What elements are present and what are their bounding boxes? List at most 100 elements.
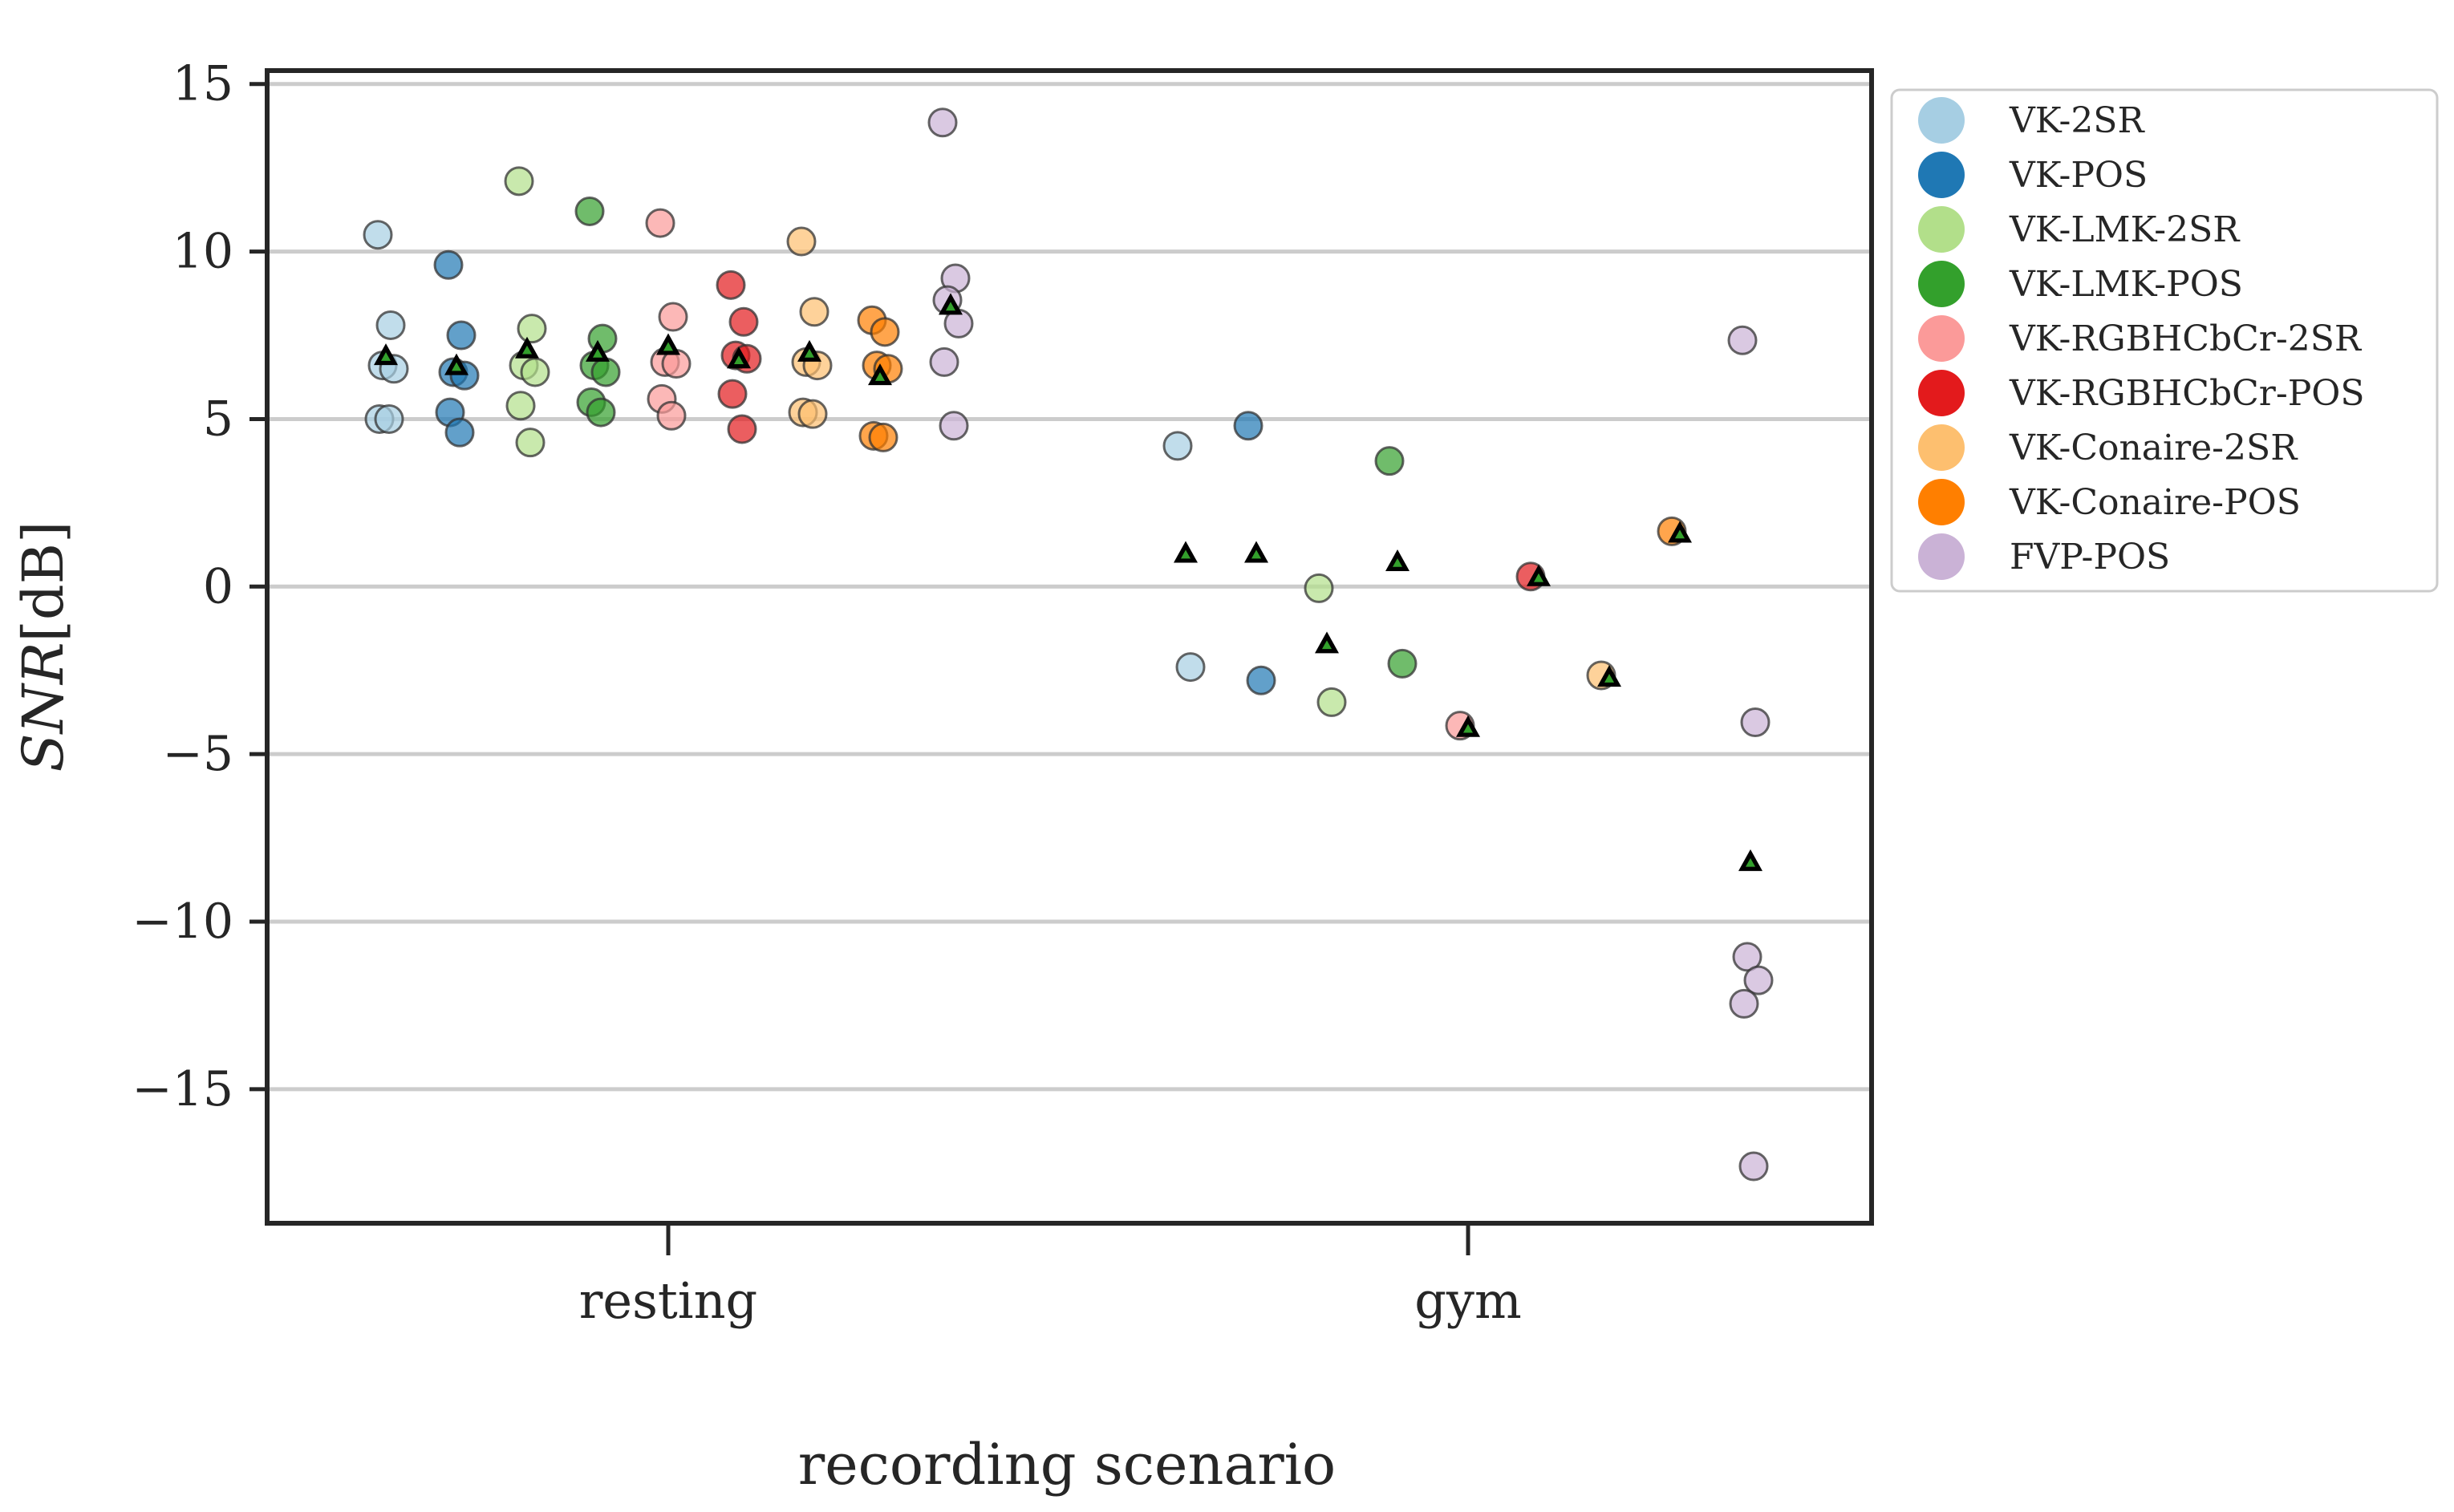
mean-marker — [875, 372, 885, 381]
data-point — [797, 399, 828, 429]
y-tick-label: 5 — [203, 391, 233, 447]
data-point — [656, 400, 687, 431]
data-point — [1727, 325, 1758, 355]
data-point — [929, 347, 959, 377]
legend-marker — [1918, 152, 1965, 198]
y-tick-label: −10 — [132, 894, 233, 950]
legend-label: VK-RGBHCbCr-POS — [2009, 373, 2365, 414]
mean-markers — [374, 293, 1762, 871]
data-point — [574, 196, 605, 226]
data-point — [520, 357, 550, 387]
mean-marker — [663, 342, 673, 351]
legend-items: VK-2SR VK-POS VK-LMK-2SR VK-LMK-POS VK-RGBHC… — [1918, 97, 2365, 580]
data-point — [590, 357, 621, 387]
x-axis-title: recording scenario — [798, 1432, 1336, 1498]
data-point — [870, 317, 900, 347]
data-point — [363, 220, 393, 250]
data-point — [505, 391, 536, 421]
data-point — [1374, 446, 1405, 476]
x-axis-ticks: resting gym — [579, 1223, 1522, 1330]
data-point — [375, 310, 406, 340]
legend-label: VK-Conaire-2SR — [2009, 428, 2298, 468]
x-tick-label-gym: gym — [1414, 1271, 1522, 1330]
legend-marker — [1918, 206, 1965, 253]
data-point — [374, 403, 404, 434]
data-point — [1740, 707, 1771, 737]
data-point — [728, 306, 759, 337]
y-tick-label: −5 — [163, 726, 233, 782]
data-point — [1233, 411, 1264, 441]
y-axis-ticks: 15 10 5 0 −5 −10 −15 — [132, 56, 267, 1117]
mean-marker — [1675, 529, 1685, 539]
mean-marker — [1181, 549, 1190, 559]
mean-marker — [1251, 549, 1261, 559]
data-point — [1316, 687, 1347, 717]
legend-frame — [1890, 88, 2439, 593]
data-point — [1246, 665, 1276, 695]
mean-marker — [1463, 724, 1473, 733]
y-axis-symbol: SNR — [10, 642, 76, 772]
data-point — [716, 270, 746, 300]
y-tick-label: −15 — [132, 1061, 233, 1117]
legend-label: VK-LMK-POS — [2009, 264, 2243, 305]
mean-marker — [1534, 573, 1543, 582]
data-point — [727, 414, 757, 444]
mean-marker — [1746, 857, 1755, 867]
legend-marker — [1918, 533, 1965, 580]
legend-label: VK-Conaire-POS — [2009, 482, 2301, 523]
data-point — [504, 166, 534, 197]
data-point — [586, 397, 616, 428]
mean-marker — [734, 355, 744, 365]
mean-marker — [381, 352, 391, 361]
y-tick-label: 15 — [172, 56, 233, 112]
mean-marker — [805, 348, 814, 358]
data-points — [363, 107, 1774, 1182]
legend-label: VK-LMK-2SR — [2009, 209, 2241, 250]
data-point — [1738, 1151, 1769, 1182]
data-point — [645, 208, 675, 238]
y-tick-label: 0 — [203, 558, 233, 614]
data-point — [1304, 573, 1334, 603]
legend-label: VK-2SR — [2009, 100, 2145, 141]
legend-marker — [1918, 97, 1965, 144]
legend-marker — [1918, 479, 1965, 525]
data-point — [868, 422, 898, 452]
data-point — [587, 323, 618, 354]
data-point — [927, 107, 958, 138]
x-tick-label-resting: resting — [579, 1271, 758, 1330]
data-point — [786, 226, 817, 257]
data-point — [1387, 648, 1418, 679]
data-point — [1162, 431, 1193, 461]
data-point — [433, 249, 464, 280]
data-point — [799, 297, 829, 327]
mean-marker — [1393, 557, 1402, 567]
legend-marker — [1918, 370, 1965, 416]
mean-marker — [1322, 640, 1332, 650]
legend-label: FVP-POS — [2010, 537, 2170, 578]
data-point — [517, 314, 547, 344]
legend-marker — [1918, 424, 1965, 471]
data-point — [1743, 965, 1774, 995]
data-point — [446, 320, 477, 351]
mean-marker — [946, 302, 955, 311]
mean-marker — [452, 362, 461, 371]
mean-marker — [593, 348, 602, 358]
data-point — [939, 411, 969, 441]
data-point — [1175, 652, 1206, 683]
y-tick-label: 10 — [172, 224, 233, 280]
legend-marker — [1918, 261, 1965, 307]
legend: VK-2SR VK-POS VK-LMK-2SR VK-LMK-POS VK-RGBHC… — [1890, 88, 2439, 593]
mean-marker — [1604, 674, 1614, 683]
legend-label: VK-POS — [2009, 155, 2148, 196]
plot-frame — [265, 68, 1874, 1226]
data-point — [1732, 942, 1762, 972]
legend-label: VK-RGBHCbCr-2SR — [2009, 318, 2363, 359]
data-point — [1729, 988, 1759, 1019]
mean-marker — [522, 345, 532, 355]
data-point — [658, 302, 688, 332]
y-axis-unit: [dB] — [10, 521, 76, 642]
grid-lines — [267, 82, 1872, 1092]
data-point — [515, 428, 546, 458]
legend-marker — [1918, 315, 1965, 362]
